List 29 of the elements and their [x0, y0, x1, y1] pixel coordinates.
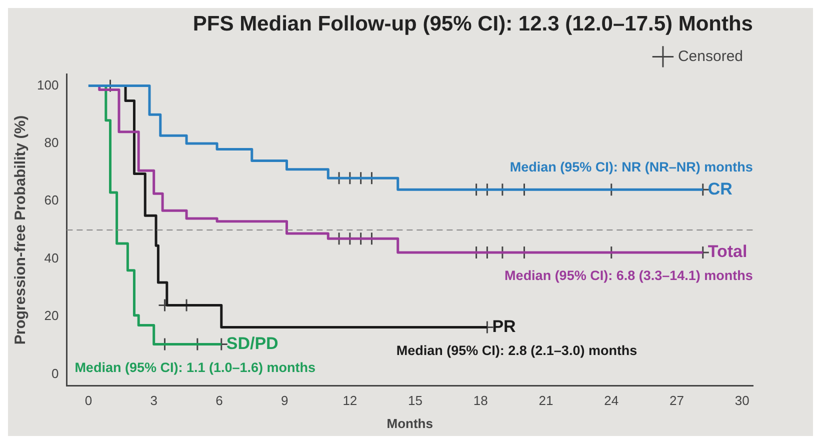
- x-tick-label: 9: [280, 393, 288, 408]
- x-tick-label: 15: [408, 393, 423, 408]
- y-tick-label: 60: [44, 192, 59, 208]
- x-tick-label: 0: [84, 393, 92, 408]
- x-tick-label: 18: [473, 393, 488, 408]
- annotation: Median (95% CI): 6.8 (3.3–14.1) months: [504, 268, 753, 284]
- chart-title: PFS Median Follow-up (95% CI): 12.3 (12.0–17.5) Months: [192, 12, 753, 36]
- annotation: Median (95% CI): 1.1 (1.0–1.6) months: [74, 360, 316, 375]
- x-tick-label: 21: [538, 393, 554, 408]
- y-tick-label: 80: [44, 135, 59, 150]
- series-label: PR: [492, 316, 516, 336]
- x-tick-label: 24: [604, 393, 619, 408]
- legend-label: Censored: [678, 48, 744, 65]
- y-tick-label: 0: [51, 366, 59, 381]
- x-tick-label: 3: [150, 393, 158, 408]
- x-tick-label: 30: [734, 393, 750, 408]
- x-axis-title: Months: [386, 416, 433, 431]
- annotation: Median (95% CI): NR (NR–NR) months: [510, 159, 753, 174]
- y-axis-title: Progression-free Probability (%): [12, 115, 30, 345]
- x-tick-label: 27: [670, 393, 684, 408]
- x-tick-label: 12: [342, 393, 358, 408]
- y-tick-label: 40: [44, 250, 59, 266]
- y-tick-label: 20: [44, 308, 59, 324]
- series-label: Total: [708, 242, 748, 262]
- series-label: SD/PD: [226, 334, 278, 353]
- x-tick-label: 6: [216, 393, 223, 408]
- y-tick-label: 100: [36, 77, 59, 92]
- series-label: CR: [708, 179, 732, 198]
- annotation: Median (95% CI): 2.8 (2.1–3.0) months: [396, 342, 638, 358]
